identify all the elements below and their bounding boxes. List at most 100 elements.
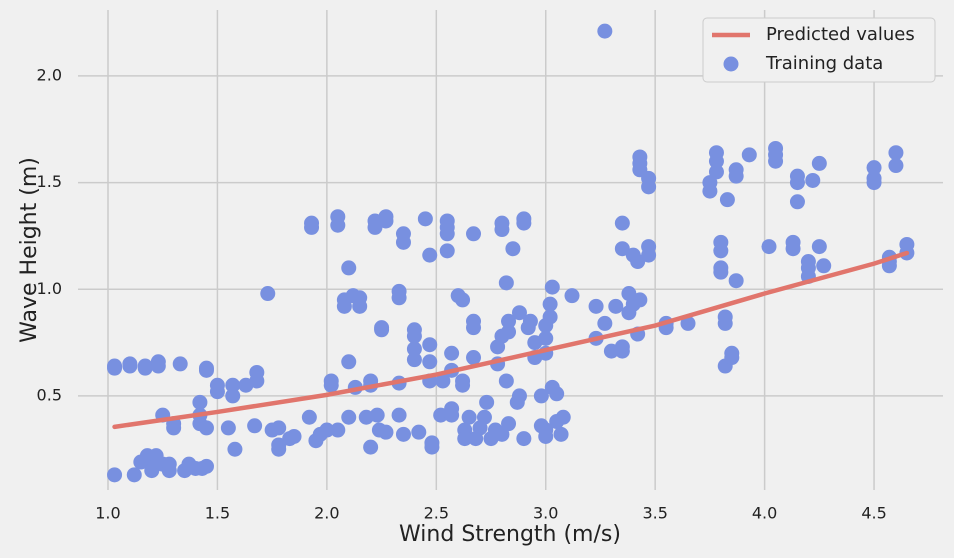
data-point xyxy=(150,354,166,370)
data-point xyxy=(271,441,287,457)
data-point xyxy=(789,168,805,184)
data-point xyxy=(455,377,471,393)
data-point xyxy=(680,315,696,331)
data-point xyxy=(172,356,188,372)
data-point xyxy=(538,330,554,346)
data-point xyxy=(553,426,569,442)
data-point xyxy=(126,467,142,483)
data-point xyxy=(352,290,368,306)
data-point xyxy=(466,313,482,329)
data-point xyxy=(614,241,630,257)
data-point xyxy=(466,350,482,366)
data-point xyxy=(330,422,346,438)
data-point xyxy=(330,209,346,225)
data-point xyxy=(899,236,915,252)
data-point xyxy=(724,350,740,366)
data-point xyxy=(395,426,411,442)
data-point xyxy=(542,309,558,325)
data-point xyxy=(713,264,729,280)
data-point xyxy=(411,424,427,440)
data-point xyxy=(391,283,407,299)
legend: Predicted values Training data xyxy=(702,17,936,83)
data-point xyxy=(198,458,214,474)
data-point xyxy=(516,431,532,447)
data-point xyxy=(708,145,724,161)
data-point xyxy=(406,328,422,344)
data-point xyxy=(435,373,451,389)
data-point xyxy=(866,170,882,186)
data-point xyxy=(811,155,827,171)
data-point xyxy=(597,315,613,331)
x-tick-label: 2.5 xyxy=(424,504,449,523)
data-point xyxy=(323,373,339,389)
data-point xyxy=(422,337,438,353)
data-point xyxy=(608,298,624,314)
data-point xyxy=(461,409,477,425)
data-point xyxy=(260,286,276,302)
data-point xyxy=(225,377,241,393)
data-point xyxy=(374,320,390,336)
data-point xyxy=(422,354,438,370)
data-point xyxy=(304,215,320,231)
data-point xyxy=(378,424,394,440)
x-tick-label: 4.0 xyxy=(752,504,777,523)
data-point xyxy=(516,211,532,227)
data-point xyxy=(220,420,236,436)
data-point xyxy=(498,373,514,389)
data-point xyxy=(301,409,317,425)
x-tick-label: 4.5 xyxy=(861,504,886,523)
data-point xyxy=(378,209,394,225)
data-point xyxy=(538,422,554,438)
data-point xyxy=(444,407,460,423)
data-point xyxy=(789,194,805,210)
data-point xyxy=(630,254,646,270)
data-point xyxy=(249,364,265,380)
data-point xyxy=(341,409,357,425)
data-point xyxy=(522,313,538,329)
data-point xyxy=(406,341,422,357)
x-tick-label: 1.5 xyxy=(205,504,230,523)
data-point xyxy=(761,239,777,255)
data-point xyxy=(395,226,411,242)
data-point xyxy=(422,247,438,263)
data-point xyxy=(192,394,208,410)
data-point xyxy=(144,463,160,479)
data-point xyxy=(728,162,744,178)
data-point xyxy=(391,407,407,423)
data-point xyxy=(341,354,357,370)
data-point xyxy=(457,431,473,447)
data-point xyxy=(614,215,630,231)
data-point xyxy=(501,324,517,340)
x-tick-label: 2.0 xyxy=(314,504,339,523)
data-point xyxy=(494,215,510,231)
data-point xyxy=(498,275,514,291)
data-point xyxy=(271,420,287,436)
legend-swatch xyxy=(723,56,739,72)
x-tick-label: 3.5 xyxy=(642,504,667,523)
y-tick-label: 0.5 xyxy=(37,385,62,404)
data-point xyxy=(741,147,757,163)
data-point xyxy=(542,296,558,312)
y-axis-label: Wave Height (m) xyxy=(17,157,42,343)
data-point xyxy=(544,279,560,295)
data-point xyxy=(533,388,549,404)
data-point xyxy=(227,441,243,457)
prediction-line xyxy=(112,250,910,430)
data-point xyxy=(137,358,153,374)
data-point xyxy=(439,243,455,259)
x-tick-label: 1.0 xyxy=(95,504,120,523)
data-point xyxy=(597,23,613,39)
data-point xyxy=(286,428,302,444)
data-point xyxy=(888,145,904,161)
data-point xyxy=(564,288,580,304)
scatter-points xyxy=(107,23,915,483)
data-point xyxy=(107,358,123,374)
data-point xyxy=(122,356,138,372)
data-point xyxy=(247,418,263,434)
data-point xyxy=(225,388,241,404)
data-point xyxy=(501,416,517,432)
data-point xyxy=(632,149,648,165)
data-point xyxy=(800,254,816,270)
